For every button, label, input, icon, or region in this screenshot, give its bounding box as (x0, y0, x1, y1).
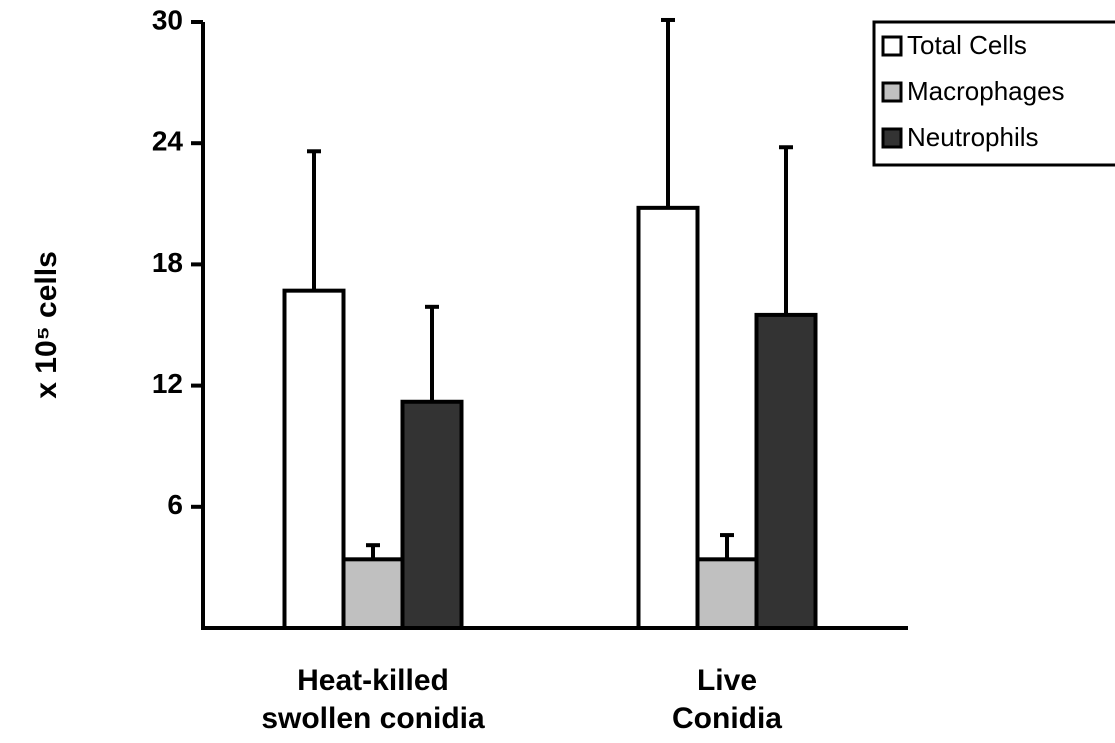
legend-box (872, 20, 1115, 167)
y-tick-label: 6 (167, 489, 183, 520)
x-tick-label: Live Conidia (672, 664, 782, 735)
y-tick-label: 30 (152, 4, 183, 35)
bar (754, 312, 818, 630)
bar (282, 288, 346, 630)
y-tick-label: 18 (152, 247, 183, 278)
y-tick-label: 24 (152, 126, 184, 157)
x-tick-label: Heat-killed swollen conidia (261, 664, 485, 735)
y-tick-label: 12 (152, 368, 183, 399)
bar (341, 557, 405, 631)
legend-label: Total Cells (907, 30, 1027, 60)
legend-label: Neutrophils (907, 122, 1039, 152)
bar (636, 205, 700, 630)
legend-swatch (881, 35, 903, 57)
y-axis-label: x 10⁵ cells (30, 251, 63, 399)
legend-swatch (881, 81, 903, 103)
bar (400, 399, 464, 631)
legend-label: Macrophages (907, 76, 1065, 106)
legend-swatch (881, 127, 903, 149)
bar (695, 557, 759, 631)
